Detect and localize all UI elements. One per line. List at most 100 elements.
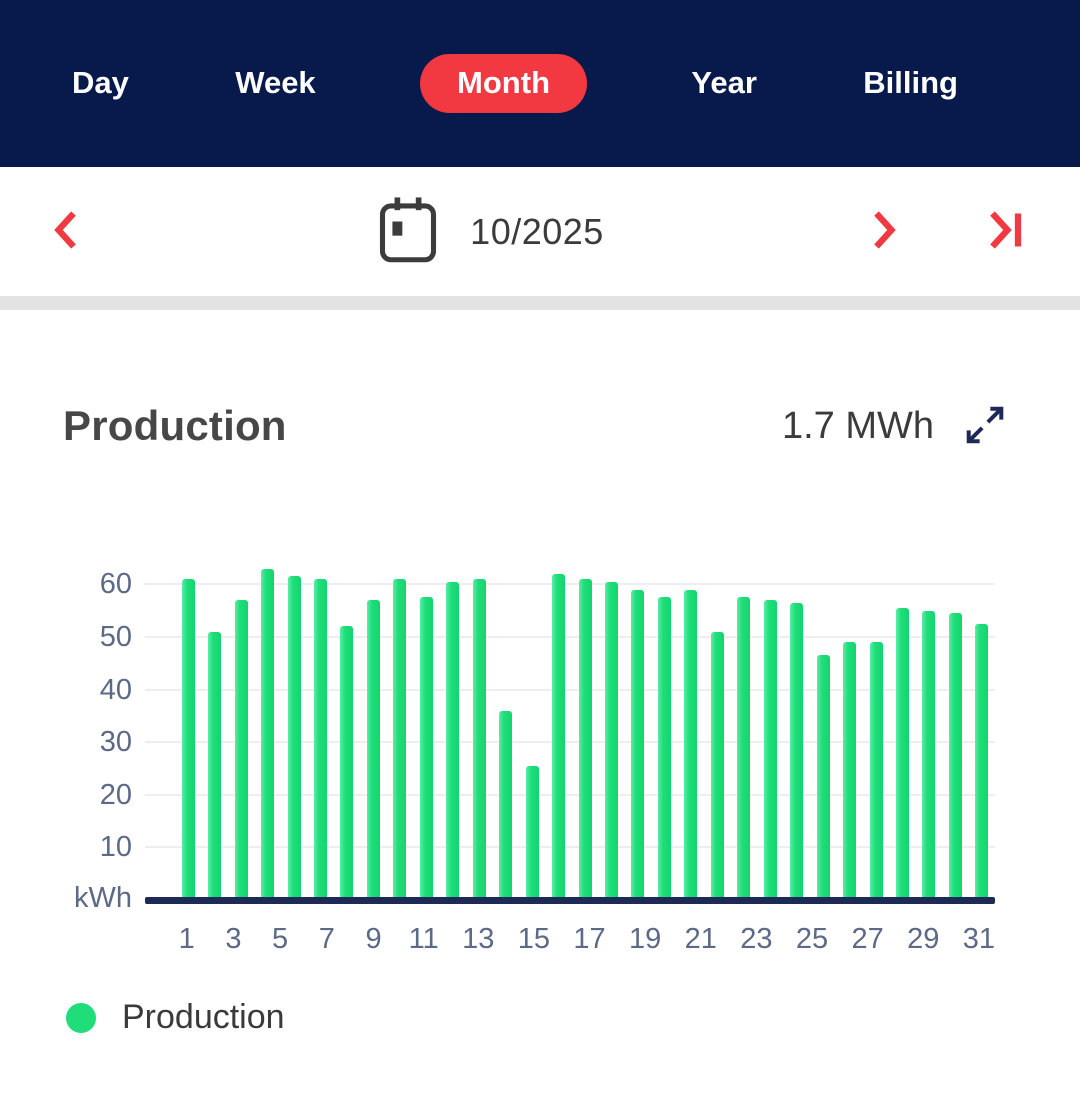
x-axis-label-1: 1 xyxy=(178,923,195,955)
bar-day-14[interactable] xyxy=(525,765,539,900)
bar-slot-day-10 xyxy=(413,558,439,900)
bar-slot-day-19 xyxy=(651,558,677,900)
bar-day-19[interactable] xyxy=(657,597,671,900)
y-axis-label-60: 60 xyxy=(99,568,132,601)
x-axis-label-27: 27 xyxy=(851,923,884,955)
x-axis-label-5: 5 xyxy=(272,923,289,955)
bar-day-13[interactable] xyxy=(499,710,513,900)
bar-day-24[interactable] xyxy=(790,602,804,900)
x-axis-label-30 xyxy=(939,920,962,958)
tab-billing[interactable]: Billing xyxy=(861,54,960,113)
bar-day-4[interactable] xyxy=(261,568,275,900)
calendar-icon xyxy=(374,194,442,269)
x-axis-label-11: 11 xyxy=(408,923,439,955)
tab-year[interactable]: Year xyxy=(689,54,759,113)
month-picker[interactable]: 10/2025 xyxy=(96,194,882,269)
expand-chart-button[interactable] xyxy=(962,402,1008,451)
chevron-right-icon xyxy=(868,209,900,254)
y-axis: 10 20 30 40 50 60 kWh xyxy=(0,558,132,914)
bar-day-25[interactable] xyxy=(816,655,830,900)
bar-day-9[interactable] xyxy=(393,579,407,900)
x-axis-label-16 xyxy=(550,920,573,958)
skip-to-latest-icon xyxy=(986,209,1026,254)
bar-day-3[interactable] xyxy=(234,600,248,900)
x-axis-label-2 xyxy=(198,920,221,958)
y-axis-label-40: 40 xyxy=(99,673,132,706)
x-axis-label-29: 29 xyxy=(907,923,940,955)
production-total: 1.7 MWh xyxy=(781,404,934,447)
latest-month-button[interactable] xyxy=(986,209,1026,254)
x-axis: 1 3 5 7 9 11 13 15 17 19 21 23 25 27 29 31 xyxy=(145,920,995,958)
bar-slot-day-12 xyxy=(466,558,492,900)
bar-slot-day-11 xyxy=(440,558,466,900)
bar-day-21[interactable] xyxy=(710,631,724,900)
bar-day-12[interactable] xyxy=(472,579,486,900)
x-axis-label-26 xyxy=(828,920,851,958)
bar-day-1[interactable] xyxy=(181,579,195,900)
gridline-50 xyxy=(145,635,995,638)
bar-slot-day-2 xyxy=(201,558,227,900)
x-axis-label-4 xyxy=(245,920,268,958)
bar-slot-day-21 xyxy=(704,558,730,900)
bar-slot-day-25 xyxy=(810,558,836,900)
bar-day-27[interactable] xyxy=(869,642,883,900)
bar-day-31[interactable] xyxy=(975,623,989,900)
bar-day-6[interactable] xyxy=(313,579,327,900)
bar-slot-day-1 xyxy=(175,558,201,900)
bar-day-10[interactable] xyxy=(419,597,433,900)
production-chart: 10 20 30 40 50 60 kWh 1 3 5 7 9 11 13 15 17 19 21 23 25 27 2… xyxy=(0,558,1080,958)
bar-day-5[interactable] xyxy=(287,576,301,900)
current-month-label: 10/2025 xyxy=(470,210,604,252)
x-axis-label-25: 25 xyxy=(795,923,829,955)
y-axis-label-30: 30 xyxy=(99,726,132,759)
section-divider xyxy=(0,296,1080,310)
bar-day-8[interactable] xyxy=(366,600,380,900)
bar-slot-day-27 xyxy=(863,558,889,900)
bar-slot-day-31 xyxy=(969,558,995,900)
next-month-button[interactable] xyxy=(868,209,900,254)
x-axis-label-8 xyxy=(339,920,362,958)
bar-day-23[interactable] xyxy=(763,600,777,900)
bar-day-20[interactable] xyxy=(684,589,698,900)
bar-day-22[interactable] xyxy=(737,597,751,900)
production-header: Production 1.7 MWh xyxy=(63,402,1008,450)
bar-day-11[interactable] xyxy=(446,581,460,900)
tab-month[interactable]: Month xyxy=(420,54,588,113)
bar-day-30[interactable] xyxy=(948,613,962,900)
bar-day-15[interactable] xyxy=(552,573,566,900)
x-axis-label-14 xyxy=(494,920,517,958)
bar-slot-day-4 xyxy=(254,558,280,900)
legend-production-label: Production xyxy=(122,998,285,1036)
x-axis-label-6 xyxy=(292,920,315,958)
bar-slot-day-18 xyxy=(625,558,651,900)
y-axis-label-20: 20 xyxy=(99,778,132,811)
bar-day-16[interactable] xyxy=(578,579,592,900)
tab-day[interactable]: Day xyxy=(70,54,131,113)
bar-day-17[interactable] xyxy=(604,581,618,900)
x-axis-line xyxy=(145,897,995,904)
bar-day-18[interactable] xyxy=(631,589,645,900)
previous-month-button[interactable] xyxy=(50,209,82,254)
plot-area xyxy=(145,558,995,900)
bar-day-26[interactable] xyxy=(843,642,857,900)
tab-week[interactable]: Week xyxy=(233,54,317,113)
bar-slot-day-30 xyxy=(942,558,968,900)
chevron-left-icon xyxy=(50,209,82,254)
bar-slot-day-22 xyxy=(731,558,757,900)
bar-day-2[interactable] xyxy=(208,631,222,900)
bar-slot-day-24 xyxy=(783,558,809,900)
gridline-60 xyxy=(145,583,995,586)
bar-slot-day-5 xyxy=(281,558,307,900)
bar-slot-day-17 xyxy=(598,558,624,900)
bar-day-7[interactable] xyxy=(340,626,354,900)
bar-slot-day-6 xyxy=(307,558,333,900)
bar-slot-day-23 xyxy=(757,558,783,900)
x-axis-label-22 xyxy=(717,920,740,958)
bar-day-29[interactable] xyxy=(922,610,936,900)
bar-day-28[interactable] xyxy=(895,608,909,900)
x-axis-label-12 xyxy=(439,920,462,958)
bar-slot-day-13 xyxy=(492,558,518,900)
bar-slot-day-15 xyxy=(545,558,571,900)
chart-legend: Production xyxy=(66,998,1080,1037)
